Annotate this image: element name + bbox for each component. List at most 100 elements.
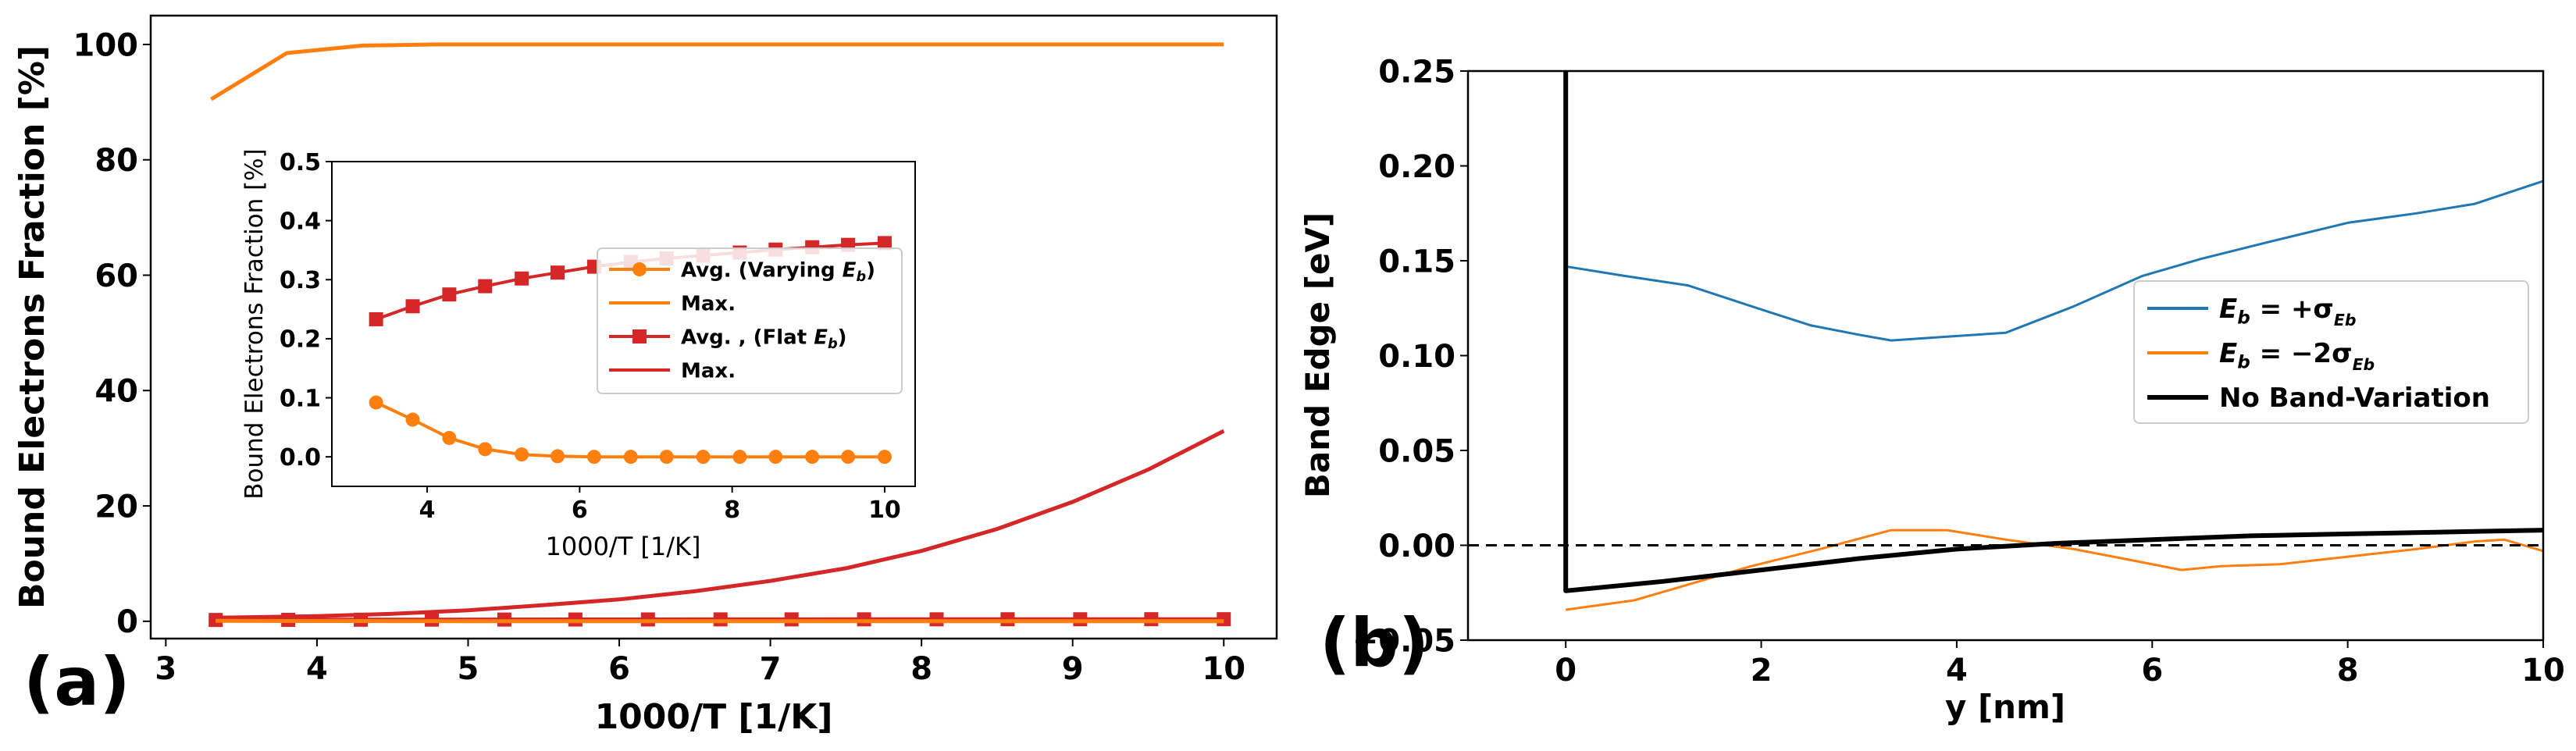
panel-b-x-axis-label: y [nm] [1945, 688, 2065, 726]
panel-a-x-axis-label: 1000/T [1/K] [595, 697, 833, 737]
x-tick-label: 4 [419, 497, 436, 524]
y-tick-label: 20 [94, 489, 138, 525]
inset-x-axis-label: 1000/T [1/K] [545, 532, 700, 561]
y-tick-label: 0 [116, 604, 138, 640]
data-point-circle [405, 412, 420, 427]
legend-label: Max. [681, 292, 736, 315]
series-line-b-2 [1563, 71, 2544, 593]
y-tick-label: 0.15 [1378, 244, 1455, 279]
y-tick-label: 0.2 [280, 326, 321, 354]
data-point-circle [768, 450, 783, 464]
series-line-a-1 [211, 429, 1225, 620]
y-tick-label: 0.00 [1378, 529, 1455, 564]
panel-b-x-ticks: 0 2 4 6 8 10 [1555, 640, 2565, 689]
x-tick-label: 6 [608, 651, 630, 687]
legend-marker-square [632, 329, 647, 343]
y-tick-label: 100 [73, 27, 139, 63]
x-tick-label: 2 [1751, 653, 1773, 689]
panel-b-label: (b) [1320, 604, 1429, 682]
y-tick-label: −0.05 [1352, 623, 1455, 659]
x-tick-label: 4 [306, 651, 328, 687]
x-tick-label: 10 [868, 497, 901, 524]
data-point-circle [623, 450, 638, 464]
y-tick-label: 80 [94, 143, 138, 179]
y-tick-label: 0.4 [280, 208, 321, 235]
data-point-circle [877, 450, 892, 464]
y-tick-label: 0.3 [280, 267, 321, 294]
inset-legend-box [597, 247, 903, 394]
panel-a-chart: 3 4 5 6 7 8 9 10 0 20 40 60 80 100 1000/T [1/K] Boun… [12, 14, 1278, 737]
data-point-circle [696, 450, 711, 464]
series-line-a-0 [210, 42, 1224, 101]
panel-b-y-ticks: −0.05 0.00 0.05 0.10 0.15 0.20 0.25 [1352, 54, 1468, 659]
panel-a-frame [149, 14, 1278, 640]
x-tick-label: 8 [910, 651, 932, 687]
data-point-square [1073, 612, 1088, 627]
y-tick-label: 0.20 [1378, 149, 1455, 185]
inset-legend: Avg. (Varying Eb) Max. Avg. , (Flat Eb) Max… [597, 247, 903, 394]
data-point-square [478, 279, 493, 294]
y-tick-label: 0.0 [280, 444, 321, 472]
legend-label: No Band-Variation [2219, 383, 2490, 414]
data-point-circle [369, 395, 383, 410]
data-point-circle [586, 450, 601, 464]
data-point-square [1144, 612, 1159, 627]
x-tick-label: 4 [1946, 653, 1968, 689]
y-tick-label: 0.25 [1378, 54, 1455, 90]
x-tick-label: 10 [1202, 651, 1245, 687]
data-point-circle [442, 430, 457, 445]
data-point-square [405, 299, 420, 314]
x-tick-label: 7 [760, 651, 782, 687]
legend-marker-circle [632, 262, 647, 276]
inset-y-axis-label: Bound Electrons Fraction [%] [240, 148, 269, 499]
panel-b-legend: Eb = +σEb Eb = −2σEb No Band-Variation [2133, 280, 2529, 424]
legend-label: Avg. (Varying Eb) [681, 258, 875, 285]
data-point-square [442, 287, 457, 302]
panel-a-x-ticks: 3 4 5 6 7 8 9 10 [155, 639, 1245, 687]
inset-chart: 4 6 8 10 0.0 0.1 0.2 0.3 0.4 0.5 1000/T [1/K] Bo… [240, 148, 916, 561]
y-tick-label: 0.10 [1378, 339, 1455, 375]
panel-b-legend-box [2133, 280, 2529, 424]
x-tick-label: 8 [724, 497, 740, 524]
inset-y-ticks: 0.0 0.1 0.2 0.3 0.4 0.5 [280, 149, 332, 472]
data-point-square [877, 236, 892, 251]
data-point-circle [478, 442, 493, 457]
legend-label: Eb = −2σEb [2219, 338, 2375, 374]
data-point-circle [515, 447, 529, 462]
panel-b-y-axis-label: Band Edge [eV] [1299, 212, 1337, 498]
panel-b-chart: 0 2 4 6 8 10 −0.05 0.00 0.05 0.10 0.15 0.20 0.25 y … [1299, 54, 2565, 726]
x-tick-label: 0 [1555, 653, 1577, 689]
x-tick-label: 6 [572, 497, 588, 524]
x-tick-label: 8 [2337, 653, 2359, 689]
data-point-square [1217, 612, 1231, 627]
data-point-circle [659, 450, 674, 464]
series-line-b-1 [1565, 529, 2544, 611]
x-tick-label: 9 [1062, 651, 1084, 687]
panel-a-plot-area [208, 42, 1231, 628]
x-tick-label: 5 [458, 651, 479, 687]
y-tick-label: 60 [94, 258, 138, 294]
panel-a-y-ticks: 0 20 40 60 80 100 [73, 27, 151, 640]
x-tick-label: 3 [155, 651, 176, 687]
series-line-b-0 [1565, 180, 2544, 342]
inset-x-ticks: 4 6 8 10 [419, 486, 901, 524]
y-tick-label: 0.5 [280, 149, 321, 176]
data-point-circle [805, 450, 820, 464]
data-point-square [369, 311, 383, 326]
x-tick-label: 6 [2141, 653, 2163, 689]
legend-label: Avg. , (Flat Eb) [681, 326, 847, 352]
y-tick-label: 40 [94, 374, 138, 410]
data-point-circle [550, 449, 565, 464]
x-tick-label: 10 [2521, 653, 2565, 689]
panel-a-label: (a) [23, 643, 130, 721]
legend-label: Eb = +σEb [2219, 294, 2356, 329]
data-point-circle [732, 450, 747, 464]
data-point-square [550, 265, 565, 280]
panel-b-plot-area [1468, 71, 2544, 611]
data-point-square [1000, 612, 1015, 627]
legend-label: Max. [681, 359, 736, 383]
data-point-circle [841, 450, 856, 464]
panel-a-y-axis-label: Bound Electrons Fraction [%] [12, 45, 52, 609]
y-tick-label: 0.05 [1378, 433, 1455, 469]
